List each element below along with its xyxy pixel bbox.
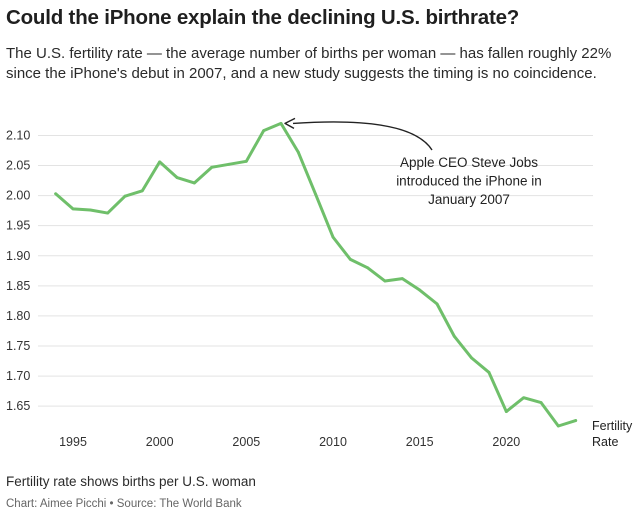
x-tick-label: 2005	[232, 435, 260, 449]
series-end-label: Rate	[592, 435, 618, 449]
y-tick-label: 1.65	[6, 399, 30, 413]
data-point	[54, 192, 58, 196]
data-point	[418, 288, 422, 292]
y-axis-ticks: 1.65 1.70 1.75 1.80 1.85 1.90 1.95 2.00 2.05 2.10	[6, 128, 30, 413]
data-point	[227, 162, 231, 166]
data-point	[522, 396, 526, 400]
data-point	[140, 189, 144, 193]
data-point	[366, 266, 370, 270]
annotation-text-line: introduced the iPhone in	[396, 174, 542, 189]
x-tick-label: 2010	[319, 435, 347, 449]
y-tick-label: 1.85	[6, 279, 30, 293]
data-point	[123, 194, 127, 198]
annotation-arrow	[292, 121, 433, 151]
y-tick-label: 1.95	[6, 219, 30, 233]
data-point	[470, 356, 474, 360]
x-tick-label: 2000	[146, 435, 174, 449]
y-tick-label: 1.75	[6, 339, 30, 353]
data-point	[435, 302, 439, 306]
annotation-text-line: January 2007	[428, 192, 510, 207]
x-axis-ticks: 1995 2000 2005 2010 2015 2020	[59, 435, 520, 449]
data-point	[210, 165, 214, 169]
data-point	[192, 181, 196, 185]
annotation-arrowhead	[284, 117, 296, 130]
chart-title: Could the iPhone explain the declining U…	[6, 6, 520, 29]
series-group	[54, 121, 578, 428]
annotation-text-line: Apple CEO Steve Jobs	[400, 155, 538, 170]
data-point	[539, 401, 543, 404]
line-chart: 1.65 1.70 1.75 1.80 1.85 1.90 1.95 2.00 2.05 2.10…	[6, 117, 633, 449]
footnote: Fertility rate shows births per U.S. wom…	[6, 474, 256, 489]
y-tick-label: 1.70	[6, 369, 30, 383]
series-label-group: Fertility Rate	[592, 419, 633, 449]
data-point	[71, 207, 75, 211]
data-point	[314, 192, 318, 196]
x-tick-label: 2015	[406, 435, 434, 449]
data-point	[296, 150, 300, 154]
data-point	[88, 208, 92, 212]
x-tick-label: 2020	[492, 435, 520, 449]
credit-line: Chart: Aimee Picchi • Source: The World …	[6, 498, 242, 510]
data-point	[504, 410, 508, 413]
data-point	[175, 176, 179, 179]
y-tick-label: 2.05	[6, 159, 30, 173]
y-tick-label: 2.10	[6, 128, 30, 142]
data-point	[331, 235, 335, 239]
chart-subtitle: The U.S. fertility rate — the average nu…	[6, 45, 612, 82]
data-point	[383, 279, 387, 283]
series-end-label: Fertility	[592, 419, 633, 433]
data-point	[556, 424, 560, 428]
data-point	[262, 129, 266, 133]
data-point	[106, 211, 110, 215]
y-tick-label: 2.00	[6, 189, 30, 203]
data-point	[279, 122, 283, 125]
data-point	[158, 160, 162, 164]
annotation-group: Apple CEO Steve Jobs introduced the iPhon…	[284, 117, 542, 207]
data-point	[244, 159, 248, 163]
x-tick-label: 1995	[59, 435, 87, 449]
y-tick-label: 1.90	[6, 249, 30, 263]
data-point	[348, 257, 352, 261]
data-point	[574, 419, 578, 422]
data-point	[452, 334, 456, 338]
y-tick-label: 1.80	[6, 309, 30, 323]
data-point	[400, 277, 404, 281]
data-point	[487, 371, 491, 374]
